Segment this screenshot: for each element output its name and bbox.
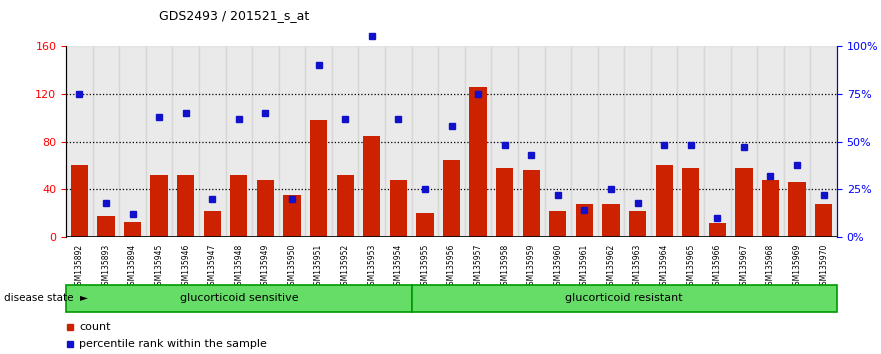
Bar [757,46,784,237]
Bar [151,175,167,237]
Bar [385,46,411,237]
Bar [544,46,571,237]
Bar [518,46,544,237]
Bar [708,223,726,237]
Bar [815,204,833,237]
Bar [811,46,837,237]
Bar [146,46,173,237]
Bar [66,46,93,237]
Bar [576,204,593,237]
Text: GDS2493 / 201521_s_at: GDS2493 / 201521_s_at [159,9,309,22]
Text: glucorticoid resistant: glucorticoid resistant [566,293,683,303]
Bar [411,46,438,237]
Bar [736,168,752,237]
Bar [417,213,433,237]
Bar [496,168,514,237]
Bar [306,46,332,237]
Bar [492,46,518,237]
Bar [256,180,274,237]
Bar [284,195,300,237]
Bar [359,46,385,237]
Bar [730,46,757,237]
Bar [629,211,647,237]
Bar [204,211,221,237]
Bar [549,211,566,237]
Bar [438,46,465,237]
Text: count: count [79,321,111,332]
Bar [470,87,486,237]
Bar [784,46,811,237]
Bar [655,165,673,237]
Bar [443,160,460,237]
Text: percentile rank within the sample: percentile rank within the sample [79,339,267,349]
Bar [332,46,359,237]
Bar [278,46,306,237]
Bar [97,216,115,237]
Bar [337,175,354,237]
Bar [603,204,619,237]
Text: disease state  ►: disease state ► [4,293,87,303]
Bar [625,46,651,237]
Bar [93,46,119,237]
Bar [522,170,540,237]
Bar [788,182,806,237]
Bar [762,180,779,237]
Bar [173,46,199,237]
Bar [704,46,730,237]
Bar [177,175,195,237]
Bar [66,285,411,312]
Bar [119,46,146,237]
Bar [230,175,248,237]
Bar [252,46,278,237]
Bar [226,46,252,237]
Bar [310,120,327,237]
Text: glucorticoid sensitive: glucorticoid sensitive [180,293,298,303]
Bar [389,180,407,237]
Bar [411,285,837,312]
Bar [363,136,381,237]
Bar [651,46,677,237]
Bar [199,46,226,237]
Bar [465,46,492,237]
Bar [682,168,700,237]
Bar [571,46,597,237]
Bar [124,222,141,237]
Bar [677,46,704,237]
Bar [597,46,625,237]
Bar [70,165,88,237]
